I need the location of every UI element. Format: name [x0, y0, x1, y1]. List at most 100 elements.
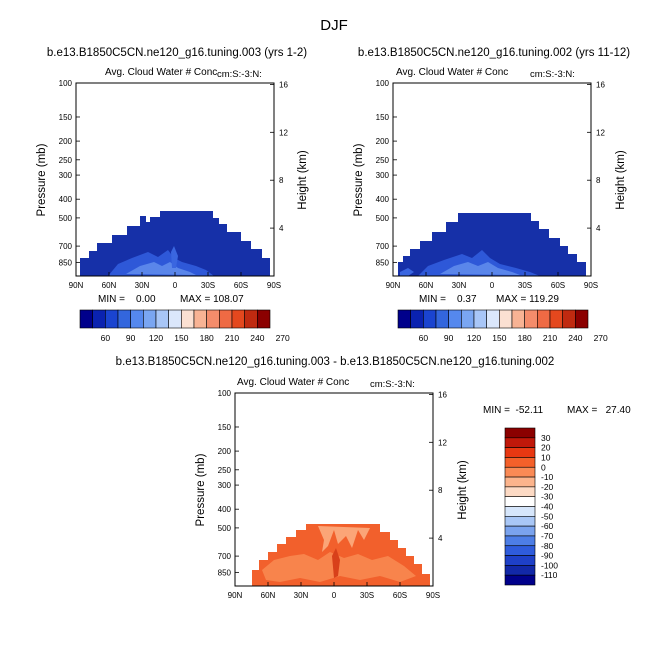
- panel-1-colorbar-box: [168, 309, 182, 329]
- panel-3-colorbar-label: 10: [541, 452, 551, 462]
- panel-3-y2-tick-label: 4: [438, 534, 443, 543]
- panel-1-x-tick-label: 30S: [201, 281, 215, 290]
- panel-1-subtitle-left: Avg. Cloud Water # Conc: [105, 67, 217, 78]
- panel-3-colorbar-box: [504, 437, 536, 448]
- panel-3-colorbar: 3020100-10-20-30-40-50-60-70-80-90-100-1…: [504, 427, 558, 586]
- panel-3-colorbar-label: 30: [541, 433, 551, 443]
- panel-3-colorbar-box: [504, 545, 536, 556]
- panel-1-y2-tick-label: 16: [279, 80, 288, 89]
- panel-1-max: MAX = 108.07: [180, 294, 244, 305]
- panel-3-colorbar-box: [504, 496, 536, 507]
- panel-3-colorbar-box: [504, 565, 536, 576]
- panel-2-colorbar-box: [524, 309, 538, 329]
- panel-2-y-tick-label: 300: [376, 171, 390, 180]
- panel-3-min: MIN = -52.11: [483, 405, 544, 416]
- panel-2-colorbar-label: 270: [594, 333, 608, 343]
- panel-2-y-tick-label: 100: [376, 79, 390, 88]
- panel-1-y-tick-label: 500: [59, 214, 73, 223]
- panel-3-colorbar-box: [504, 555, 536, 566]
- panel-2-y-tick-label: 850: [376, 258, 390, 267]
- panel-3-colorbar-box: [504, 457, 536, 468]
- panel-2-field: [398, 213, 586, 276]
- panel-1-y-tick-label: 100: [59, 79, 73, 88]
- panel-3-colorbar-label: -60: [541, 521, 554, 531]
- panel-3-y-tick-label: 500: [218, 524, 232, 533]
- panel-1-colorbar-box: [105, 309, 119, 329]
- panel-2-x-tick-label: 60S: [551, 281, 565, 290]
- panel-1-field-main: [80, 211, 270, 276]
- panel-1-y-tick-label: 850: [59, 258, 73, 267]
- panel-1-y-tick-label: 400: [59, 195, 73, 204]
- panel-1-colorbar-box: [206, 309, 220, 329]
- panel-3-colorbar-box: [504, 506, 536, 517]
- panel-3-y-tick-label: 250: [218, 466, 232, 475]
- panel-3-colorbar-label: -20: [541, 482, 554, 492]
- panel-1-x-tick-label: 60S: [234, 281, 248, 290]
- panel-1-colorbar-box: [193, 309, 207, 329]
- panel-1-y2-tick-label: 4: [279, 224, 284, 233]
- panel-3-colorbar-label: -80: [541, 541, 554, 551]
- panel-3-colorbar-label: -110: [541, 570, 558, 580]
- panel-1-x-tick-label: 90N: [69, 281, 84, 290]
- panel-1-y-tick-label: 700: [59, 242, 73, 251]
- panel-3-x-tick-label: 90S: [426, 591, 440, 600]
- panel-1-field: [80, 211, 270, 276]
- panel-3-colorbar-box: [504, 516, 536, 527]
- panel-1-x-tick-label: 0: [173, 281, 178, 290]
- panel-3-x-tick-label: 30N: [294, 591, 309, 600]
- panel-3-subtitle-right: cm:S:-3:N:: [370, 379, 415, 390]
- panel-1-min: MIN = 0.00: [98, 294, 156, 305]
- panel-3-colorbar-box: [504, 535, 536, 547]
- panel-2-min: MIN = 0.37: [419, 294, 477, 305]
- panel-3-colorbar-label: -100: [541, 560, 558, 570]
- panel-2-colorbar-label: 60: [419, 333, 429, 343]
- panel-3-x-tick-label: 60N: [261, 591, 276, 600]
- panel-1-colorbar-label: 90: [126, 333, 136, 343]
- panel-2-x-tick-label: 90N: [386, 281, 401, 290]
- panel-3-y-tick-label: 100: [218, 389, 232, 398]
- panel-3-y2-tick-label: 8: [438, 486, 443, 495]
- panel-2-title: b.e13.B1850C5CN.ne120_g16.tuning.002 (yr…: [358, 47, 630, 59]
- panel-2-colorbar-box: [410, 309, 424, 329]
- panel-3-colorbar-label: -90: [541, 551, 554, 561]
- panel-1-colorbar-box: [257, 309, 271, 329]
- panel-3-y-tick-label: 400: [218, 505, 232, 514]
- panel-2-y2label: Height (km): [615, 150, 627, 210]
- panel-2-colorbar-box: [473, 309, 487, 329]
- panel-3-colorbar-label: -50: [541, 511, 554, 521]
- panel-1-field-light: [126, 262, 196, 275]
- panel-2-colorbar-label: 150: [492, 333, 506, 343]
- panel-3-y2-tick-label: 16: [438, 390, 447, 399]
- panel-2-field-light: [440, 262, 520, 275]
- panel-1-colorbar-box: [79, 309, 93, 329]
- panel-3-colorbar-label: 20: [541, 443, 551, 453]
- panel-1-colorbar-box: [181, 309, 195, 329]
- panel-1-x-tick-label: 90S: [267, 281, 281, 290]
- panel-2-colorbar-box: [511, 309, 525, 329]
- panel-1-colorbar-box: [143, 309, 157, 329]
- panel-2-x-tick-label: 30S: [518, 281, 532, 290]
- panel-3-x-tick-label: 90N: [228, 591, 243, 600]
- panel-3-field-pale: [318, 526, 370, 552]
- panel-3: b.e13.B1850C5CN.ne120_g16.tuning.003 - b…: [116, 356, 631, 600]
- panel-3-colorbar-box: [504, 466, 536, 478]
- panel-3-max: MAX = 27.40: [567, 405, 631, 416]
- panel-3-y-tick-label: 300: [218, 481, 232, 490]
- panel-3-y-tick-label: 700: [218, 552, 232, 561]
- panel-2-axes: 90N 60N 30N 0 30S 60S 90S 100 150 200 250 300 400 500…: [376, 79, 606, 290]
- panel-2-y2-tick-label: 12: [596, 128, 605, 137]
- panel-3-x-tick-label: 60S: [393, 591, 407, 600]
- panel-1-y-tick-label: 300: [59, 171, 73, 180]
- panel-2-colorbar-box: [549, 309, 563, 329]
- panel-2-max: MAX = 119.29: [496, 294, 559, 305]
- panel-2-y-tick-label: 200: [376, 137, 390, 146]
- panel-2-colorbar-label: 210: [543, 333, 557, 343]
- panel-2-y-tick-label: 250: [376, 156, 390, 165]
- panel-2-colorbar-box: [562, 309, 576, 329]
- panel-3-title: b.e13.B1850C5CN.ne120_g16.tuning.003 - b…: [116, 356, 555, 368]
- panel-3-x-tick-label: 0: [332, 591, 337, 600]
- panel-2-colorbar-label: 240: [568, 333, 582, 343]
- panel-3-field: [252, 524, 430, 586]
- panel-1-y2-tick-label: 8: [279, 176, 284, 185]
